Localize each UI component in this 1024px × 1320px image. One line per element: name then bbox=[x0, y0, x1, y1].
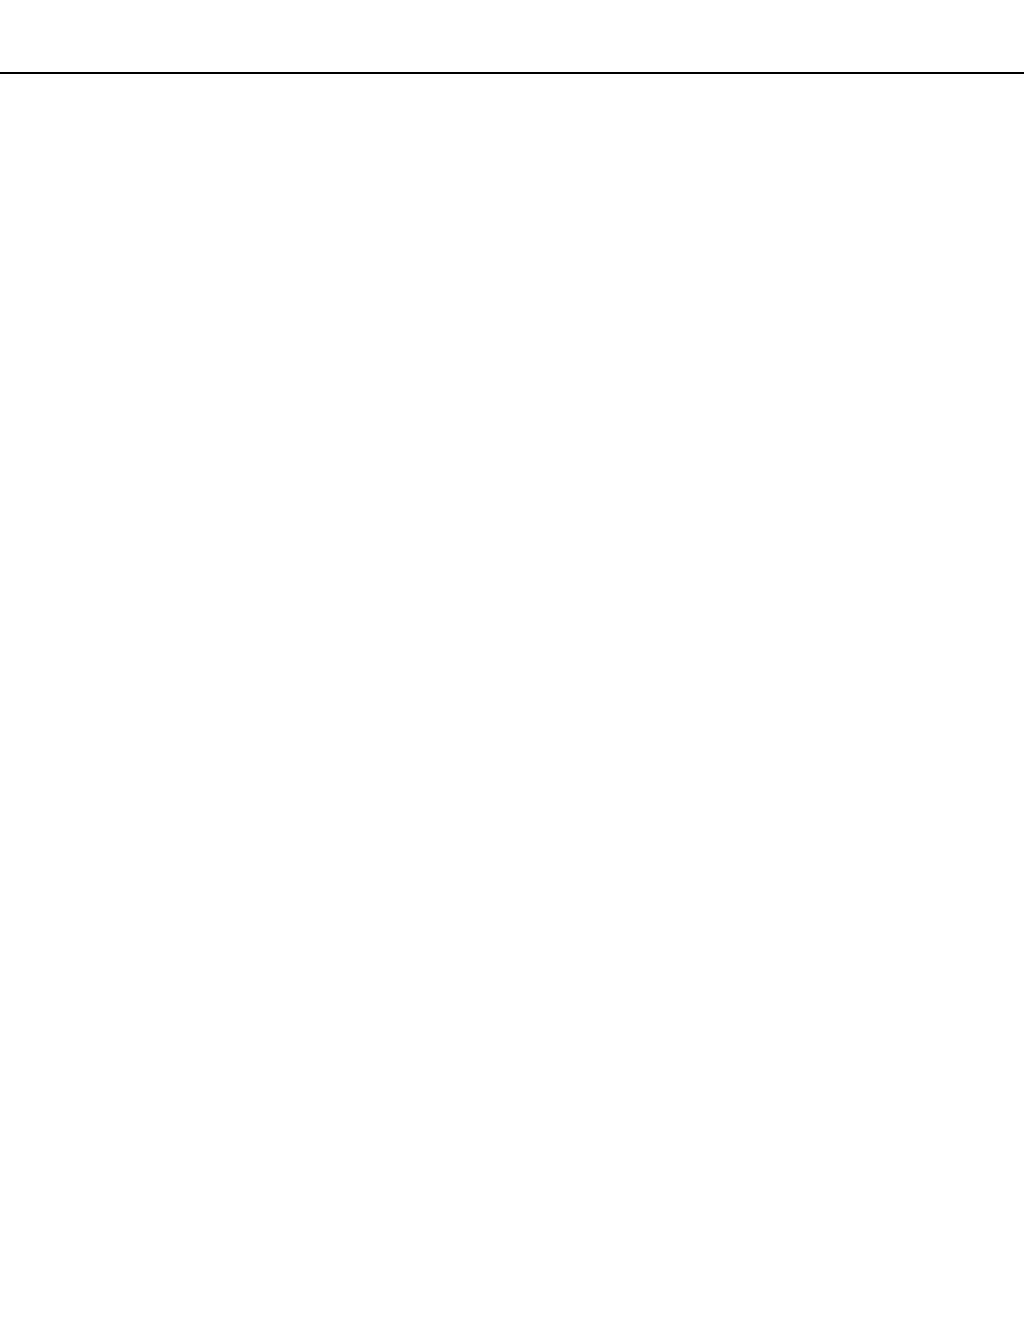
figure-7 bbox=[60, 150, 960, 1250]
page-header bbox=[0, 68, 1024, 74]
